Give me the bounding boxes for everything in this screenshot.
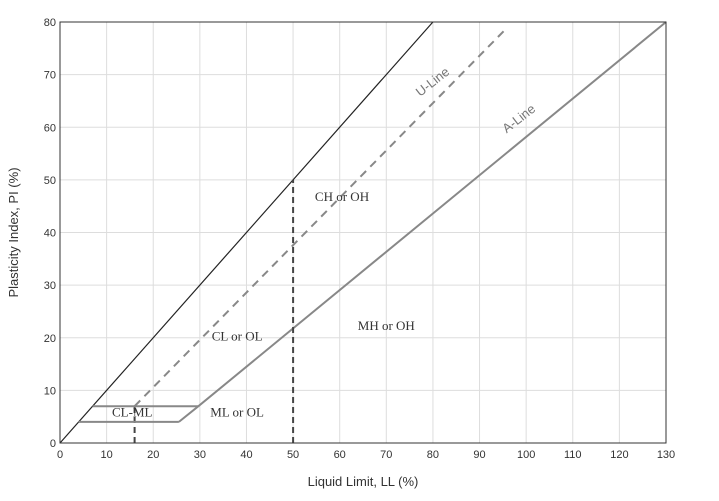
- x-tick-label: 30: [194, 449, 206, 461]
- y-tick-label: 40: [44, 228, 56, 240]
- y-tick-label: 60: [44, 122, 56, 134]
- y-tick-label: 80: [44, 17, 56, 29]
- zone-label: CL-ML: [112, 405, 153, 420]
- x-tick-label: 40: [240, 449, 252, 461]
- plot-frame: [59, 21, 667, 444]
- zone-label: MH or OH: [358, 318, 415, 333]
- y-tick-label: 30: [44, 280, 56, 292]
- zone-label: ML or OL: [210, 405, 264, 420]
- x-tick-label: 60: [334, 449, 346, 461]
- x-tick-label: 100: [517, 449, 535, 461]
- x-tick-label: 80: [427, 449, 439, 461]
- x-tick-label: 0: [57, 449, 63, 461]
- x-tick-label: 130: [657, 449, 675, 461]
- zone-label: CH or OH: [315, 189, 369, 204]
- x-tick-label: 50: [287, 449, 299, 461]
- zone-label: CL or OL: [212, 328, 263, 343]
- x-tick-label: 90: [473, 449, 485, 461]
- tick-labels: 0 10 20 30 40 50 60 70 80 90 100 110 120 130 0 10 20 30 40…: [44, 17, 675, 461]
- y-tick-label: 50: [44, 175, 56, 187]
- y-tick-label: 70: [44, 70, 56, 82]
- chart-lines: [59, 21, 667, 444]
- x-axis-title: Liquid Limit, LL (%): [308, 474, 419, 489]
- x-tick-label: 10: [100, 449, 112, 461]
- x-tick-label: 110: [564, 449, 582, 461]
- x-tick-label: 120: [610, 449, 628, 461]
- y-tick-label: 10: [44, 385, 56, 397]
- y-axis-title: Plasticity Index, PI (%): [6, 167, 21, 297]
- grid: [59, 21, 667, 444]
- y-tick-label: 20: [44, 333, 56, 345]
- y-tick-label: 0: [50, 438, 56, 450]
- u-line: [133, 26, 509, 407]
- limit-line: [59, 21, 434, 444]
- x-tick-label: 20: [147, 449, 159, 461]
- zone-labels: CH or OH CL or OL MH or OH ML or OL CL-ML: [112, 189, 415, 420]
- x-tick-label: 70: [380, 449, 392, 461]
